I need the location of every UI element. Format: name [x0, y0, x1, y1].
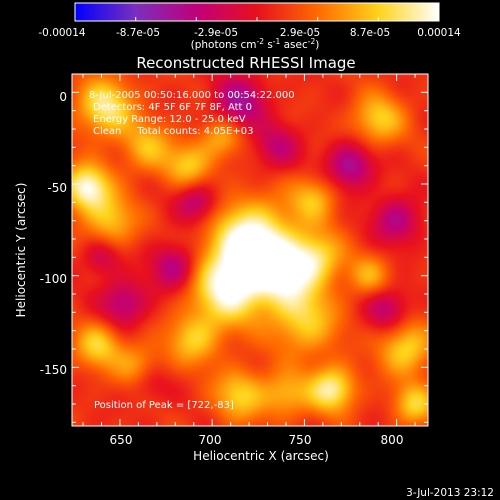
- y-tick-label: -50: [47, 181, 67, 195]
- colorbar-tick-label: 8.7e-05: [350, 27, 390, 39]
- colorbar-tick-label: -0.00014: [38, 27, 86, 39]
- x-tick-label: 750: [289, 433, 312, 447]
- info-line-time: 8-Jul-2005 00:50:16.000 to 00:54:22.000: [89, 90, 295, 101]
- x-tick-label: 650: [110, 433, 133, 447]
- colorbar-tick-label: -8.7e-05: [116, 27, 160, 39]
- y-axis-label: Heliocentric Y (arcsec): [14, 183, 28, 318]
- info-line-energy: Energy Range: 12.0 - 25.0 keV: [93, 114, 246, 125]
- colorbar-tick-label: 0.00014: [417, 27, 461, 39]
- colorbar-unit-label: (photons cm-2 s-1 asec-2): [191, 37, 320, 51]
- info-line-detectors: Detectors: 4F 5F 6F 7F 8F, Att 0: [93, 102, 252, 113]
- image-canvas: [72, 74, 428, 426]
- x-tick-label: 800: [381, 433, 404, 447]
- footer-timestamp: 3-Jul-2013 23:12: [406, 487, 494, 499]
- axis-minor-ticks: [72, 74, 428, 426]
- observation-info: 8-Jul-2005 00:50:16.000 to 00:54:22.000 …: [89, 90, 295, 137]
- x-axis-label: Heliocentric X (arcsec): [193, 449, 329, 463]
- colorbar-tick-marks: [74, 17, 440, 21]
- y-tick-label: 0: [59, 90, 67, 104]
- colorbar-tick-label: 2.9e-05: [280, 27, 320, 39]
- peak-position-label: Position of Peak = [722,-83]: [94, 400, 234, 411]
- info-line-counts: Clean Total counts: 4.05E+03: [93, 126, 253, 137]
- plot-title: Reconstructed RHESSI Image: [136, 54, 355, 72]
- y-tick-label: -100: [40, 272, 67, 286]
- plot-frame: [71, 73, 429, 427]
- y-tick-label: -150: [40, 363, 67, 377]
- colorbar-tick-label: -2.9e-05: [194, 27, 238, 39]
- x-tick-label: 700: [199, 433, 222, 447]
- rhessi-image: [72, 74, 428, 426]
